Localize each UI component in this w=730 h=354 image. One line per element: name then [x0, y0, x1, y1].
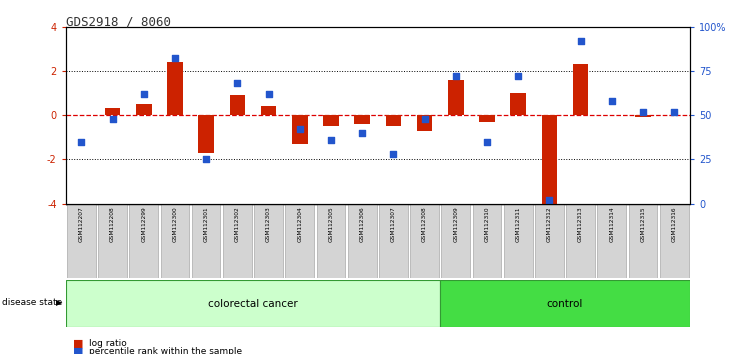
Bar — [104, 108, 120, 115]
Point — [544, 197, 556, 203]
Bar — [292, 115, 307, 144]
Bar — [223, 204, 252, 278]
Text: GSM112207: GSM112207 — [79, 206, 84, 242]
Bar — [417, 115, 432, 131]
Text: GSM112309: GSM112309 — [453, 206, 458, 242]
Bar — [67, 204, 96, 278]
Bar — [440, 280, 690, 327]
Point — [356, 130, 368, 136]
Point — [169, 56, 181, 61]
Bar — [535, 204, 564, 278]
Bar — [635, 115, 651, 117]
Bar — [379, 204, 408, 278]
Text: percentile rank within the sample: percentile rank within the sample — [89, 347, 242, 354]
Bar — [254, 204, 283, 278]
Text: GSM112300: GSM112300 — [172, 206, 177, 242]
Bar — [448, 80, 464, 115]
Point — [450, 73, 461, 79]
Text: GSM112306: GSM112306 — [360, 206, 365, 242]
Bar — [566, 204, 595, 278]
Text: GSM112315: GSM112315 — [640, 206, 645, 242]
Text: GSM112311: GSM112311 — [515, 206, 520, 242]
Point — [138, 91, 150, 97]
Bar — [129, 204, 158, 278]
Bar — [479, 115, 495, 122]
Text: ▶: ▶ — [55, 298, 62, 307]
Text: GSM112303: GSM112303 — [266, 206, 271, 242]
Text: GSM112302: GSM112302 — [235, 206, 240, 242]
Bar — [199, 115, 214, 153]
Bar — [385, 115, 402, 126]
Bar — [573, 64, 588, 115]
Point — [419, 116, 431, 121]
Bar — [285, 204, 314, 278]
Bar — [317, 204, 345, 278]
Text: GSM112310: GSM112310 — [485, 206, 490, 242]
Point — [107, 116, 118, 121]
Text: log ratio: log ratio — [89, 339, 127, 348]
Bar — [136, 104, 152, 115]
Text: ■: ■ — [73, 346, 83, 354]
Bar — [192, 204, 220, 278]
Bar — [323, 115, 339, 126]
Bar — [354, 115, 370, 124]
Point — [263, 91, 274, 97]
Text: GSM112316: GSM112316 — [672, 206, 677, 242]
Text: ■: ■ — [73, 338, 83, 348]
Point — [637, 109, 649, 114]
Text: GSM112208: GSM112208 — [110, 206, 115, 242]
Bar — [660, 204, 688, 278]
Point — [325, 137, 337, 143]
Point — [388, 151, 399, 157]
Point — [669, 109, 680, 114]
Point — [75, 139, 87, 144]
Bar — [347, 204, 377, 278]
Point — [606, 98, 618, 104]
Point — [231, 80, 243, 86]
Point — [575, 38, 586, 44]
Bar — [66, 280, 440, 327]
Text: GSM112304: GSM112304 — [297, 206, 302, 242]
Point — [200, 156, 212, 162]
Bar — [167, 62, 182, 115]
Bar — [442, 204, 470, 278]
Bar — [510, 93, 526, 115]
Bar — [98, 204, 127, 278]
Point — [481, 139, 493, 144]
Text: GSM112307: GSM112307 — [391, 206, 396, 242]
Bar — [542, 115, 557, 206]
Text: GSM112299: GSM112299 — [141, 206, 146, 242]
Bar — [629, 204, 658, 278]
Bar — [161, 204, 189, 278]
Bar — [229, 95, 245, 115]
Text: colorectal cancer: colorectal cancer — [208, 298, 298, 309]
Text: GSM112314: GSM112314 — [610, 206, 615, 242]
Bar — [261, 106, 277, 115]
Text: GSM112308: GSM112308 — [422, 206, 427, 242]
Bar — [504, 204, 533, 278]
Text: GSM112313: GSM112313 — [578, 206, 583, 242]
Bar — [472, 204, 502, 278]
Text: GSM112301: GSM112301 — [204, 206, 209, 242]
Text: disease state: disease state — [2, 298, 63, 307]
Point — [294, 126, 306, 132]
Text: GSM112312: GSM112312 — [547, 206, 552, 242]
Bar — [410, 204, 439, 278]
Bar — [597, 204, 626, 278]
Text: GSM112305: GSM112305 — [328, 206, 334, 242]
Text: GDS2918 / 8060: GDS2918 / 8060 — [66, 16, 171, 29]
Text: control: control — [547, 298, 583, 309]
Point — [512, 73, 524, 79]
